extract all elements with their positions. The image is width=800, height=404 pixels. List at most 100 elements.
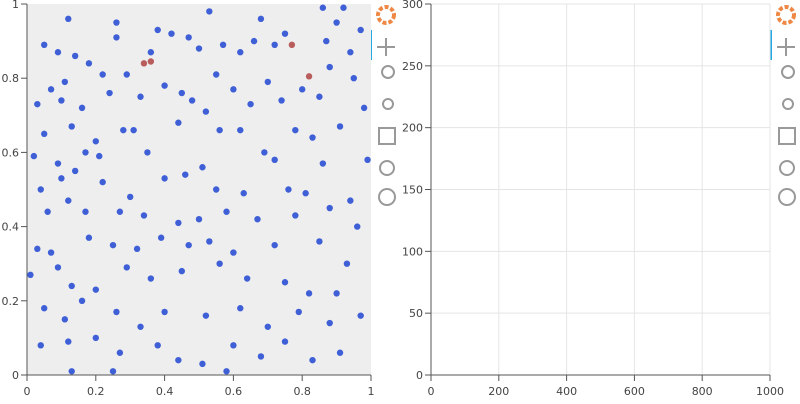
point	[41, 41, 48, 49]
point	[34, 100, 41, 108]
point	[147, 58, 155, 65]
point	[140, 60, 148, 67]
point	[230, 249, 237, 256]
point	[147, 275, 155, 282]
point	[161, 82, 168, 89]
x-tick-label: 0.2	[87, 385, 105, 398]
save-tool[interactable]	[778, 127, 796, 145]
point	[71, 52, 79, 60]
point	[271, 41, 278, 49]
point	[271, 156, 278, 164]
box-zoom-tool[interactable]	[381, 65, 395, 79]
point	[357, 26, 364, 34]
point	[68, 123, 75, 130]
point	[37, 342, 44, 349]
help-tool[interactable]	[778, 188, 796, 206]
point	[336, 123, 344, 130]
save-tool[interactable]	[378, 127, 396, 145]
reset-tool[interactable]	[379, 160, 395, 176]
point	[137, 323, 144, 330]
point	[120, 126, 127, 134]
point	[137, 93, 144, 100]
point	[65, 15, 72, 23]
point	[109, 368, 117, 375]
point	[92, 286, 100, 293]
point	[157, 234, 165, 241]
y-tick-label: 100	[402, 245, 423, 258]
point	[202, 108, 210, 115]
wheel-zoom-tool[interactable]	[382, 98, 394, 110]
point	[247, 100, 254, 108]
point	[230, 342, 237, 349]
point	[264, 78, 271, 86]
point	[178, 89, 185, 97]
point	[133, 245, 141, 253]
point	[68, 282, 75, 290]
point	[154, 342, 161, 349]
point	[54, 49, 62, 56]
toolbar	[370, 5, 396, 206]
x-tick-label: 0	[428, 385, 435, 398]
point	[61, 316, 69, 323]
point	[41, 130, 48, 138]
y-tick-label: 300	[402, 0, 423, 11]
point	[175, 219, 182, 227]
point	[92, 138, 100, 145]
point	[237, 126, 244, 134]
point	[281, 279, 289, 286]
point	[281, 30, 289, 37]
x-tick-label: 0.8	[293, 385, 311, 398]
y-tick-label: 0.2	[2, 295, 20, 308]
box-zoom-tool[interactable]	[781, 65, 795, 79]
point	[250, 37, 258, 45]
point	[292, 212, 299, 219]
pan-tool[interactable]	[377, 38, 395, 56]
point	[309, 134, 316, 141]
point	[195, 45, 203, 52]
point	[58, 97, 65, 104]
point	[34, 245, 41, 253]
x-tick-label: 200	[488, 385, 509, 398]
point	[326, 319, 333, 327]
point	[278, 97, 285, 104]
point	[188, 97, 196, 104]
point	[237, 49, 244, 56]
pan-tool[interactable]	[777, 38, 795, 56]
point	[82, 208, 89, 215]
point	[109, 241, 117, 249]
point	[213, 71, 220, 78]
plot-area	[27, 4, 371, 375]
point	[254, 215, 261, 223]
reset-tool[interactable]	[779, 160, 795, 176]
point	[44, 208, 51, 215]
y-tick-label: 0.4	[2, 221, 20, 234]
point	[336, 349, 344, 356]
point	[364, 156, 371, 164]
point	[54, 264, 62, 271]
wheel-zoom-tool[interactable]	[782, 98, 794, 110]
point	[116, 208, 124, 215]
y-tick-label: 200	[402, 122, 423, 135]
point	[326, 63, 333, 71]
point	[223, 208, 230, 215]
point	[140, 212, 148, 219]
point	[30, 152, 38, 160]
logo[interactable]	[776, 5, 796, 25]
x-tick-label: 0	[24, 385, 31, 398]
point	[65, 197, 72, 204]
point	[161, 308, 168, 316]
point	[216, 260, 223, 267]
point	[326, 204, 333, 212]
point	[113, 19, 120, 26]
point	[213, 186, 220, 193]
point	[347, 197, 354, 204]
point	[333, 19, 340, 26]
point	[113, 308, 120, 316]
logo[interactable]	[376, 5, 396, 25]
point	[58, 175, 65, 182]
x-tick-label: 400	[556, 385, 577, 398]
active-indicator	[770, 30, 772, 60]
help-tool[interactable]	[378, 188, 396, 206]
point	[202, 312, 210, 319]
y-tick-label: 1	[12, 0, 19, 11]
